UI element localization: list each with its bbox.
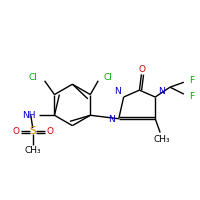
Text: F: F [189, 76, 194, 85]
Text: CH₃: CH₃ [24, 146, 41, 155]
Text: S: S [29, 126, 36, 136]
Text: N: N [108, 115, 115, 124]
Text: CH₃: CH₃ [154, 135, 170, 144]
Text: F: F [189, 92, 194, 101]
Text: Cl: Cl [103, 73, 112, 82]
Text: NH: NH [22, 111, 36, 120]
Text: Cl: Cl [29, 73, 38, 82]
Text: N: N [158, 87, 165, 96]
Text: O: O [139, 65, 146, 74]
Text: N: N [114, 87, 121, 96]
Text: O: O [46, 127, 53, 136]
Text: O: O [12, 127, 19, 136]
